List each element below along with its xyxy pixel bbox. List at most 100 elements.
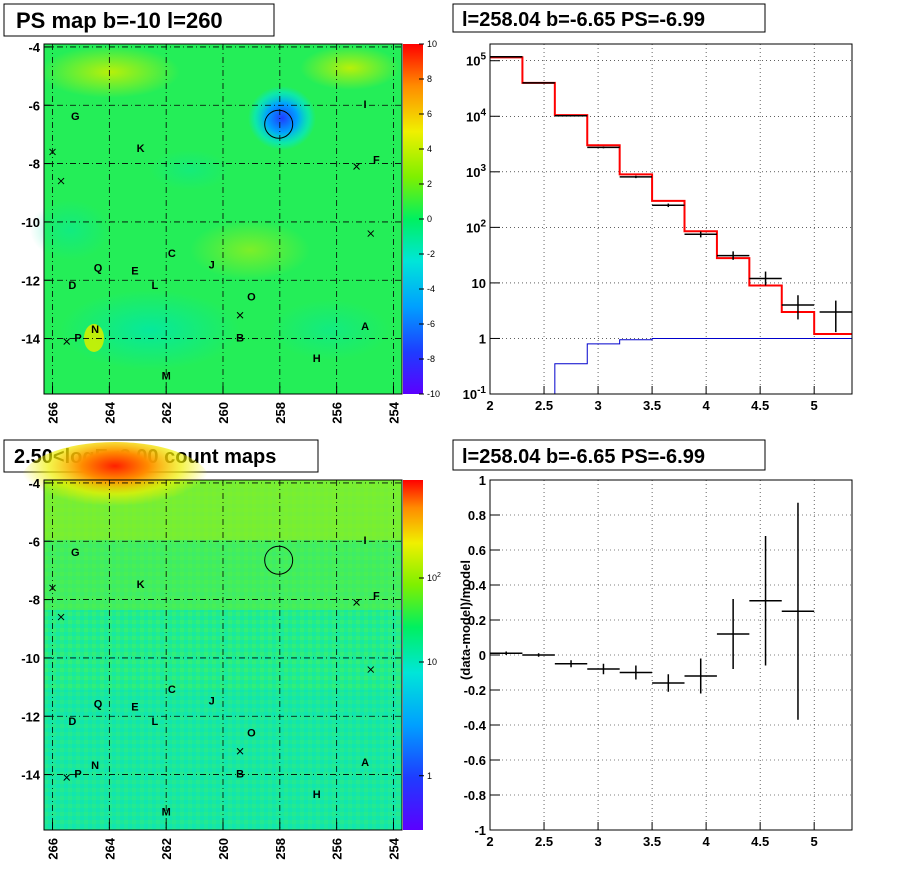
y-tick-label: -0.6	[464, 753, 486, 768]
source-label: G	[71, 547, 80, 559]
y-tick-label: 105	[466, 52, 486, 69]
spectrum-panel: l=258.04 b=-6.65 PS=-6.99 2 2.5 3 3.5 4 4.5 5 1…	[452, 3, 853, 413]
y-tick-label: 104	[466, 107, 486, 124]
source-label: Q	[94, 263, 103, 275]
model-series	[490, 56, 852, 336]
x-tick-label: 256	[330, 838, 345, 860]
y-tick-label: -12	[21, 273, 40, 288]
ps-map-grid	[44, 44, 402, 394]
source-label: F	[373, 591, 380, 603]
source-label: G	[71, 111, 80, 123]
source-cross	[353, 599, 360, 606]
colorbar-tick-label: -10	[427, 389, 440, 399]
y-tick-label: -6	[28, 534, 40, 549]
y-tick-label: -4	[28, 476, 40, 491]
x-tick-label: 258	[273, 402, 288, 424]
source-cross	[63, 338, 71, 345]
y-tick-label: -14	[21, 332, 41, 347]
y-tick-label: -0.2	[464, 683, 486, 698]
source-cross	[236, 311, 244, 319]
y-tick-label: -0.4	[464, 718, 487, 733]
y-tick-label: 0	[479, 648, 486, 663]
x-tick-label: 3	[594, 398, 601, 413]
spectrum-title: l=258.04 b=-6.65 PS=-6.99	[462, 9, 705, 31]
ps-map-colorbar	[403, 44, 423, 394]
x-tick-label: 254	[386, 837, 401, 859]
x-tick-label: 266	[46, 402, 61, 424]
count-map-colorbar	[403, 480, 423, 830]
spectrum-title-box	[452, 3, 766, 33]
colorbar-tick-label: -4	[427, 284, 435, 294]
source-cross	[367, 230, 375, 237]
x-tick-label: 4.5	[751, 834, 769, 849]
x-tick-label: 262	[159, 838, 174, 860]
source-label: A	[361, 321, 369, 333]
x-tick-label: 2	[486, 834, 493, 849]
source-label: E	[131, 265, 138, 277]
ps-map-panel: PS map b=-10 l=260 G I K F C J Q E D L O A NP B H M 10 8…	[3, 3, 440, 424]
y-tick-label: -6	[28, 98, 40, 113]
source-label: B	[236, 769, 244, 781]
source-label: H	[313, 789, 321, 801]
ps-map-title: PS map b=-10 l=260	[16, 8, 223, 33]
y-tick-label: 10-1	[463, 385, 487, 402]
source-label: K	[137, 579, 145, 591]
y-tick-label: 102	[466, 218, 486, 235]
colorbar-tick-label: 1	[427, 771, 432, 781]
y-tick-label: 0.6	[468, 543, 486, 558]
x-tick-label: 2	[486, 398, 493, 413]
ps-map-axis-labels: 266 264 262 260 258 256 254 -4 -6 -8 -10 -12 -14	[21, 40, 401, 424]
source-label: J	[209, 260, 215, 272]
y-tick-label: 0.2	[468, 613, 486, 628]
x-tick-label: 3	[594, 834, 601, 849]
y-tick-label: 103	[466, 163, 486, 180]
colorbar-tick-label: -6	[427, 319, 435, 329]
y-tick-label: 10	[472, 276, 486, 291]
plot-frame	[489, 479, 853, 831]
y-tick-label: -8	[28, 593, 40, 608]
x-tick-label: 264	[102, 837, 117, 859]
y-tick-label: -1	[474, 823, 486, 838]
y-tick-label: -4	[28, 40, 40, 55]
source-label: D	[68, 716, 76, 728]
colorbar-tick-label: 4	[427, 144, 432, 154]
source-cross	[63, 774, 71, 781]
source-cross	[57, 613, 65, 621]
x-tick-label: 260	[216, 402, 231, 424]
x-tick-label: 2.5	[535, 398, 553, 413]
count-map-colorbar-ticks: 102 10 1	[419, 572, 441, 781]
count-map-sources: G I K F C J Q E D L O A NP B H M	[49, 535, 380, 818]
colorbar-tick-label: 10	[427, 657, 437, 667]
source-label: Q	[94, 699, 103, 711]
source-label: P	[74, 333, 81, 345]
x-tick-label: 260	[216, 838, 231, 860]
y-tick-label: -0.8	[464, 788, 486, 803]
colorbar-tick-label: 2	[427, 179, 432, 189]
count-map-panel: 2.50<logE<3.00 count maps GIKFCJQEDLOANP…	[3, 439, 441, 860]
residual-title: l=258.04 b=-6.65 PS=-6.99	[462, 446, 705, 468]
source-label: M	[162, 370, 171, 382]
x-tick-label: 258	[273, 838, 288, 860]
x-tick-label: 3.5	[643, 834, 661, 849]
plot-frame	[489, 43, 853, 395]
source-label: F	[373, 155, 380, 167]
source-label: C	[168, 248, 176, 260]
colorbar-tick-label: 10	[427, 39, 437, 49]
source-label: A	[361, 757, 369, 769]
colorbar-tick-label: -2	[427, 249, 435, 259]
source-label: O	[247, 292, 256, 304]
source-label: D	[68, 280, 76, 292]
y-tick-label: 0.4	[468, 578, 487, 593]
colorbar-tick-label: 0	[427, 214, 432, 224]
source-cross	[367, 666, 375, 673]
y-axis-label: (data-model)/model	[458, 560, 473, 680]
ps-map-plot	[30, 44, 402, 394]
source-label: N	[91, 760, 99, 772]
source-cross	[236, 747, 244, 755]
source-label: E	[131, 701, 138, 713]
y-tick-label: -14	[21, 768, 41, 783]
source-label: B	[236, 333, 244, 345]
x-tick-label: 264	[102, 401, 117, 423]
residual-panel: l=258.04 b=-6.65 PS=-6.99 2 2.5 3 3.5 4 4.5 5 1…	[452, 439, 853, 849]
x-tick-label: 262	[159, 402, 174, 424]
